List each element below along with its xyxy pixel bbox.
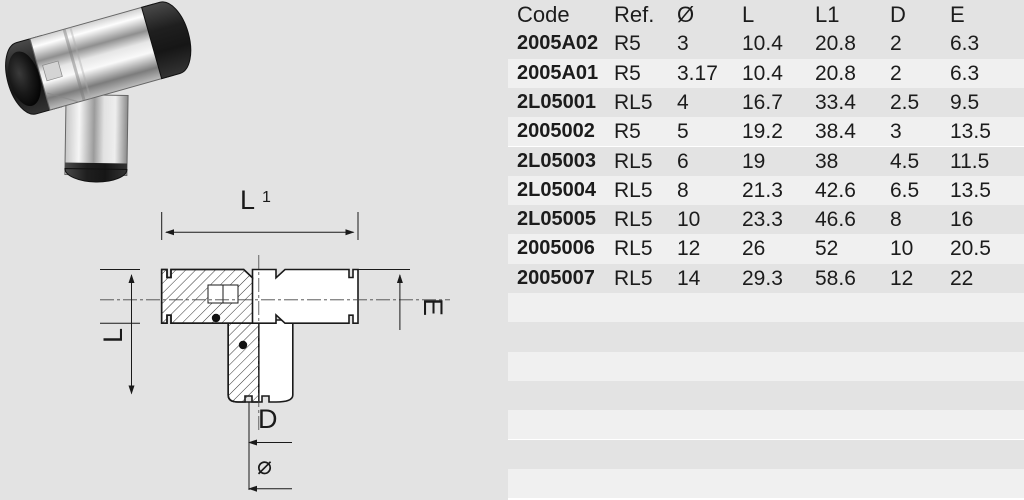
svg-text:⌀: ⌀ <box>257 452 272 480</box>
svg-text:D: D <box>258 404 278 434</box>
svg-text:L: L <box>98 328 128 343</box>
svg-text:L: L <box>240 185 255 215</box>
svg-text:1: 1 <box>262 189 271 206</box>
svg-text:E: E <box>418 298 448 316</box>
